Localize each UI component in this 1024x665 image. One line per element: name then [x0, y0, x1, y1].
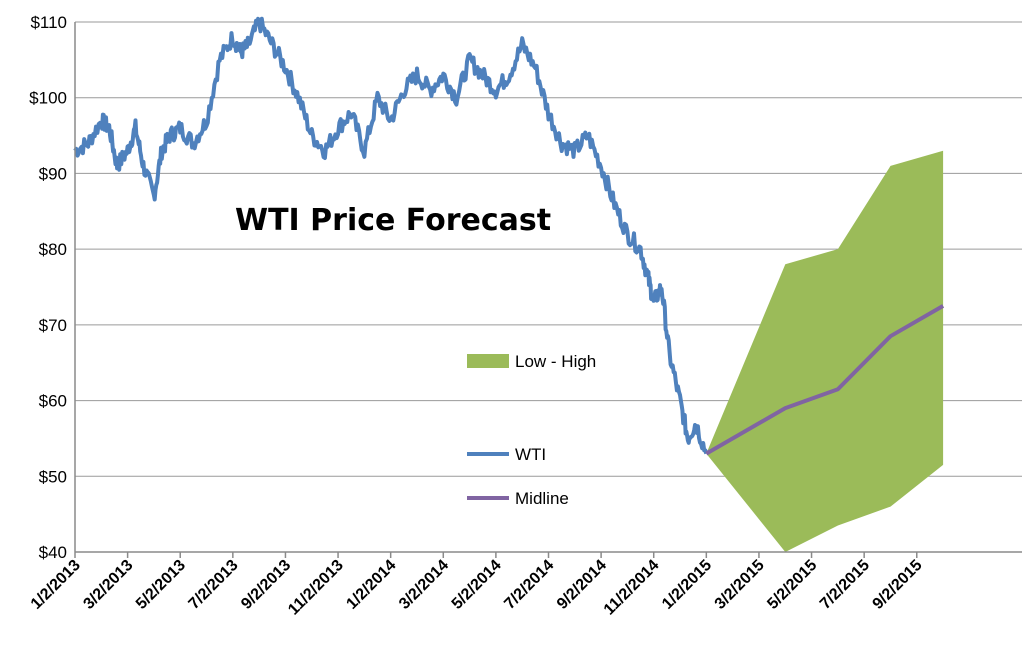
legend: Low - High WTI Midline [467, 352, 596, 508]
x-tick-label: 11/2/2013 [285, 557, 347, 619]
y-tick-label: $50 [39, 467, 67, 486]
series-lines [73, 16, 945, 456]
x-tick-label: 3/2/2015 [712, 557, 768, 613]
x-tick-label: 3/2/2014 [396, 557, 452, 613]
x-tick-label: 5/2/2015 [764, 557, 820, 613]
x-tick-label: 11/2/2014 [601, 557, 663, 619]
legend-label-wti: WTI [515, 445, 546, 464]
x-tick-label: 1/2/2014 [343, 557, 399, 613]
x-tick-label: 9/2/2015 [870, 557, 926, 613]
x-tick-label: 7/2/2013 [186, 557, 242, 613]
y-tick-label: $100 [29, 89, 67, 108]
y-axis-ticks: $40 $50 $60 $70 $80 $90 $100 $110 [29, 13, 67, 562]
x-tick-label: 1/2/2015 [659, 557, 715, 613]
legend-label-midline: Midline [515, 489, 569, 508]
x-tick-label: 5/2/2013 [133, 557, 189, 613]
y-tick-label: $70 [39, 316, 67, 335]
y-tick-label: $110 [30, 13, 67, 32]
y-tick-label: $60 [39, 392, 67, 411]
series-line-wti [73, 16, 709, 455]
x-tick-label: 7/2/2015 [817, 557, 873, 613]
x-tick-label: 5/2/2014 [449, 557, 505, 613]
area-low-high [706, 150, 944, 552]
chart-title: WTI Price Forecast [235, 203, 551, 238]
grid-lines [75, 21, 1022, 553]
series-line-midline [705, 304, 945, 456]
y-tick-label: $80 [39, 240, 67, 259]
x-axis-ticks: 1/2/20133/2/20135/2/20137/2/20139/2/2013… [28, 552, 926, 619]
x-tick-label: 7/2/2014 [501, 557, 557, 613]
x-tick-label: 1/2/2013 [28, 557, 84, 613]
low-high-range [706, 150, 944, 552]
legend-swatch-low-high [467, 354, 509, 368]
y-tick-label: $40 [39, 543, 67, 562]
legend-label-low-high: Low - High [515, 352, 596, 371]
x-tick-label: 3/2/2013 [80, 557, 136, 613]
y-tick-label: $90 [39, 164, 67, 183]
